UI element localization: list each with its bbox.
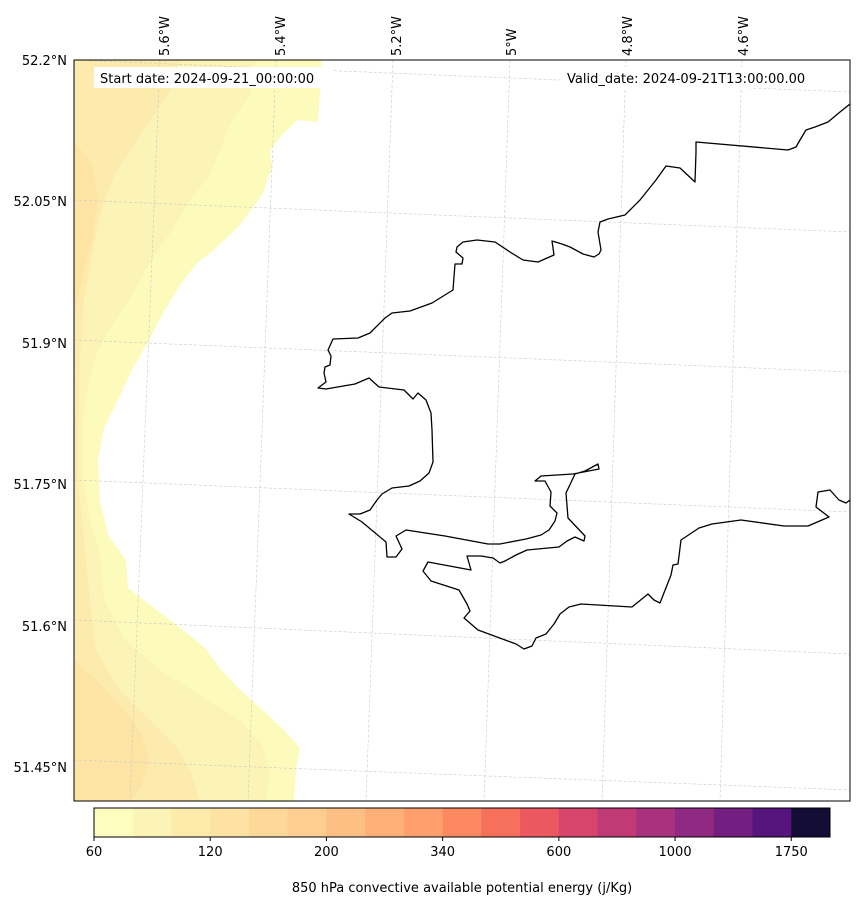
- colorbar-segment: [210, 808, 250, 837]
- date-stamps: Start date: 2024-09-21_00:00:00 Valid_da…: [94, 67, 830, 88]
- colorbar-ticks: 60 120 200 340 600 1000 1750: [86, 837, 808, 860]
- start-date-box: [94, 67, 334, 88]
- colorbar-segment: [248, 808, 289, 837]
- coastline-north: [317, 103, 850, 650]
- colorbar-segment: [713, 808, 754, 837]
- lon-label-5-2w: 5.2°W: [390, 16, 405, 56]
- cape-contour-5: [74, 660, 150, 801]
- lon-label-4-8w: 4.8°W: [621, 16, 636, 56]
- colorbar: 60 120 200 340 600 1000 1750 850 hPa convectiv…: [86, 807, 831, 896]
- colorbar-frame: [93, 807, 831, 838]
- valid-date-label: Valid_date: 2024-09-21T13:00:00.00: [567, 72, 805, 87]
- colorbar-segment: [520, 808, 560, 837]
- valid-date-box: [560, 67, 830, 88]
- colorbar-segment: [403, 808, 444, 837]
- lat-label-52-05n: 52.05°N: [14, 195, 67, 210]
- colorbar-segment: [636, 808, 676, 837]
- colorbar-segment: [365, 808, 405, 837]
- colorbar-label: 850 hPa convective available potential e…: [292, 881, 632, 896]
- cape-field: [74, 60, 322, 801]
- lon-label-5-6w: 5.6°W: [158, 16, 173, 56]
- lat-label-51-75n: 51.75°N: [14, 478, 67, 493]
- colorbar-tick-label: 200: [314, 845, 339, 860]
- colorbar-segment: [326, 808, 366, 837]
- colorbar-segment: [171, 808, 211, 837]
- map-frame: [73, 59, 851, 802]
- gridlines: [74, 60, 850, 801]
- colorbar-segment: [558, 808, 599, 837]
- coastline: [317, 103, 850, 650]
- cape-contour-2: [74, 60, 270, 801]
- colorbar-segment: [132, 808, 172, 837]
- colorbar-segment: [94, 808, 134, 837]
- colorbar-segment: [442, 808, 482, 837]
- start-date-label: Start date: 2024-09-21_00:00:00: [100, 72, 314, 87]
- colorbar-segment: [597, 808, 637, 837]
- colorbar-segment: [675, 808, 715, 837]
- colorbar-segments: [94, 808, 831, 837]
- cape-contour-4: [74, 140, 98, 320]
- lon-label-5-4w: 5.4°W: [274, 16, 289, 56]
- lat-label-51-9n: 51.9°N: [22, 337, 67, 352]
- lat-label-51-6n: 51.6°N: [22, 620, 67, 635]
- colorbar-segment: [752, 808, 792, 837]
- lon-label-4-6w: 4.6°W: [737, 16, 752, 56]
- colorbar-tick-label: 1750: [775, 845, 808, 860]
- lon-label-5w: 5°W: [505, 28, 520, 56]
- lat-label-52-2n: 52.2°N: [22, 54, 67, 69]
- colorbar-tick-label: 340: [430, 845, 455, 860]
- colorbar-tick-label: 600: [546, 845, 571, 860]
- latitude-labels: 52.2°N 52.05°N 51.9°N 51.75°N 51.6°N 51.…: [14, 54, 67, 776]
- colorbar-tick-label: 60: [86, 845, 103, 860]
- colorbar-tick-label: 1000: [659, 845, 692, 860]
- colorbar-segment: [791, 808, 831, 837]
- colorbar-segment: [481, 808, 521, 837]
- colorbar-tick-label: 120: [198, 845, 223, 860]
- longitude-labels: 5.6°W 5.4°W 5.2°W 5°W 4.8°W 4.6°W: [158, 16, 752, 56]
- colorbar-segment: [287, 808, 327, 837]
- lat-label-51-45n: 51.45°N: [14, 761, 67, 776]
